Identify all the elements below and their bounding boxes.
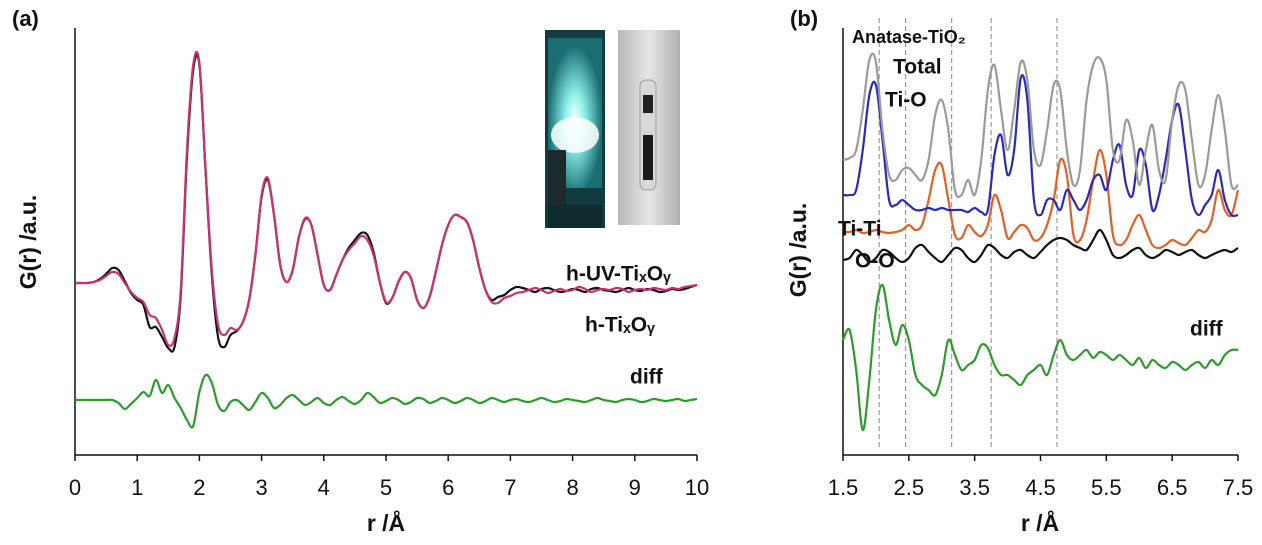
x-axis-label: r /Å [367,509,405,536]
x-tick-label: 7 [504,475,516,500]
series-label: Total [893,56,942,79]
x-tick-label: 4.5 [1025,475,1056,500]
x-tick-label: 0 [69,475,81,500]
series-line [842,283,1239,432]
x-tick-label: 5 [380,475,392,500]
series-label: O-O [855,250,895,273]
annotation: Anatase-TiO₂ [852,27,966,47]
y-axis-label: G(r) /a.u. [15,195,41,290]
series-label: h-UV-TiₓOᵧ [566,263,671,286]
series-label: Ti-Ti [838,218,882,241]
series-label: diff [630,366,664,389]
panel-label: (a) [12,6,39,31]
series-line [842,52,1239,199]
x-tick-label: 2.5 [894,475,925,500]
x-tick-label: 6.5 [1157,475,1188,500]
x-tick-label: 4 [318,475,330,500]
x-tick-label: 9 [629,475,641,500]
series-label: diff [1190,318,1224,341]
series-label: h-TiₓOᵧ [585,314,655,337]
x-tick-label: 10 [685,475,709,500]
x-tick-label: 8 [566,475,578,500]
x-tick-label: 5.5 [1091,475,1122,500]
y-axis-label: G(r) /a.u. [785,203,811,298]
series-line [842,228,1239,264]
x-axis-label: r /Å [1021,509,1059,536]
photo-uv-reactor [545,30,605,228]
photo-sample-tube [618,30,680,225]
x-tick-label: 6 [442,475,454,500]
x-tick-label: 3.5 [959,475,990,500]
x-tick-label: 3 [255,475,267,500]
x-tick-label: 1 [131,475,143,500]
series-line [842,148,1240,250]
x-tick-label: 1.5 [828,475,859,500]
series-line [74,50,698,347]
series-line [75,373,698,429]
series-label: Ti-O [885,89,927,112]
x-tick-label: 2 [193,475,205,500]
x-tick-label: 7.5 [1223,475,1254,500]
panel-label: (b) [790,6,818,31]
